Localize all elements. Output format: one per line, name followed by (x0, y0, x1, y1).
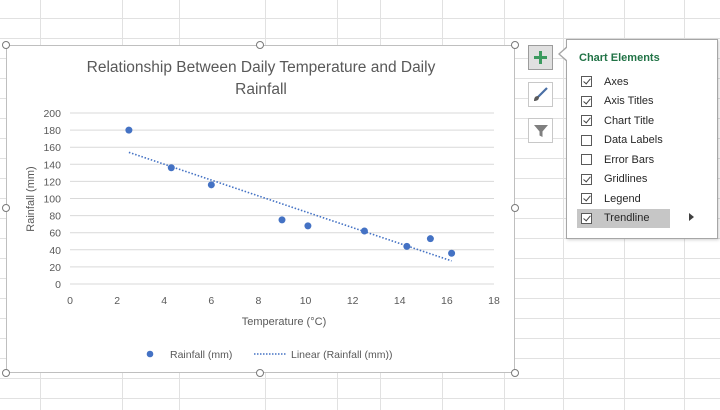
x-tick-label: 18 (488, 295, 500, 307)
data-point (426, 235, 434, 243)
resize-handle-bottom-left[interactable] (2, 369, 10, 377)
resize-handle-bottom-center[interactable] (256, 369, 264, 377)
x-tick-label: 6 (208, 295, 214, 307)
scatter-chart: Relationship Between Daily Temperature a… (25, 59, 500, 361)
legend-points-label: Rainfall (mm) (170, 349, 232, 361)
trendline-label: Trendline (604, 212, 650, 224)
y-tick-label: 120 (43, 176, 61, 188)
chart-area[interactable] (6, 45, 515, 373)
funnel-icon (533, 124, 548, 137)
data-labels-label: Data Labels (604, 134, 663, 146)
chart-styles-button[interactable] (528, 82, 553, 107)
chart-elements-button[interactable] (528, 45, 553, 70)
resize-handle-bottom-right[interactable] (511, 369, 519, 377)
data-point (448, 249, 456, 257)
panel-title: Chart Elements (579, 52, 660, 64)
option-trendline[interactable]: Trendline (577, 208, 670, 228)
resize-handle-top-right[interactable] (511, 41, 519, 49)
y-tick-label: 20 (49, 262, 61, 274)
resize-handle-top-left[interactable] (2, 41, 10, 49)
data-point (278, 216, 286, 224)
error-bars-label: Error Bars (604, 153, 655, 166)
resize-handle-top-center[interactable] (256, 41, 264, 49)
plot-area[interactable]: 0 20 40 60 80 100 120 140 160 180 200 0 2 4 6 8 10 12 14 16… (43, 108, 500, 307)
option-gridlines[interactable]: Gridlines (577, 170, 670, 189)
legend-point-marker (146, 350, 154, 358)
panel-pointer-fill (560, 47, 568, 61)
gridlines-label: Gridlines (604, 173, 648, 185)
plus-icon (534, 51, 547, 64)
x-tick-label: 2 (114, 295, 120, 307)
chart-title-label: Chart Title (604, 114, 655, 127)
chart-title-line1[interactable]: Relationship Between Daily Temperature a… (87, 59, 436, 76)
y-tick-label: 80 (49, 211, 61, 223)
y-tick-label: 0 (55, 279, 61, 291)
x-tick-label: 14 (394, 295, 406, 307)
error-bars-checkbox[interactable] (581, 154, 592, 165)
data-labels-checkbox[interactable] (581, 134, 592, 146)
option-error-bars[interactable]: Error Bars (577, 150, 670, 169)
y-tick-label: 180 (43, 125, 61, 137)
chart-title-checkbox[interactable] (581, 115, 592, 126)
submenu-arrow-icon[interactable] (689, 213, 694, 221)
option-data-labels[interactable]: Data Labels (577, 131, 670, 150)
axes-checkbox[interactable] (581, 76, 592, 87)
axis-titles-checkbox[interactable] (581, 95, 592, 107)
brush-icon (534, 87, 548, 101)
option-chart-title[interactable]: Chart Title (577, 111, 670, 130)
legend-trend-label: Linear (Rainfall (mm)) (291, 349, 393, 361)
y-tick-label: 140 (43, 159, 61, 171)
data-point (207, 181, 215, 189)
axes-label: Axes (604, 75, 629, 88)
trendline-checkbox[interactable] (581, 212, 592, 224)
x-tick-label: 0 (67, 295, 73, 307)
chart-elements-panel: Chart Elements Axes Axis Titles Chart Titl… (566, 39, 718, 239)
y-tick-label: 160 (43, 142, 61, 154)
x-tick-label: 12 (347, 295, 359, 307)
axis-titles-label: Axis Titles (604, 95, 654, 107)
y-axis-title[interactable]: Rainfall (mm) (25, 166, 37, 231)
option-axis-titles[interactable]: Axis Titles (577, 92, 670, 111)
data-point (304, 222, 312, 230)
legend-label: Legend (604, 192, 641, 205)
data-point (360, 227, 368, 235)
option-legend[interactable]: Legend (577, 189, 670, 208)
x-tick-label: 16 (441, 295, 453, 307)
data-point (403, 242, 411, 250)
resize-handle-middle-left[interactable] (2, 204, 10, 212)
resize-handle-middle-right[interactable] (511, 204, 519, 212)
y-tick-label: 200 (43, 108, 61, 120)
legend-checkbox[interactable] (581, 193, 592, 204)
chart-title-line2[interactable]: Rainfall (235, 81, 287, 98)
option-axes[interactable]: Axes (577, 72, 670, 91)
y-tick-label: 40 (49, 245, 61, 257)
data-point (167, 164, 175, 172)
x-tick-label: 4 (161, 295, 167, 307)
data-point (125, 126, 133, 134)
trendline (128, 151, 452, 262)
x-tick-label: 10 (300, 295, 312, 307)
chart-filters-button[interactable] (528, 118, 553, 143)
x-tick-label: 8 (256, 295, 262, 307)
x-axis-title[interactable]: Temperature (°C) (242, 316, 326, 328)
legend[interactable]: Rainfall (mm) Linear (Rainfall (mm)) (146, 349, 393, 361)
gridlines-checkbox[interactable] (581, 173, 592, 185)
y-tick-label: 100 (43, 194, 61, 206)
y-tick-label: 60 (49, 228, 61, 240)
